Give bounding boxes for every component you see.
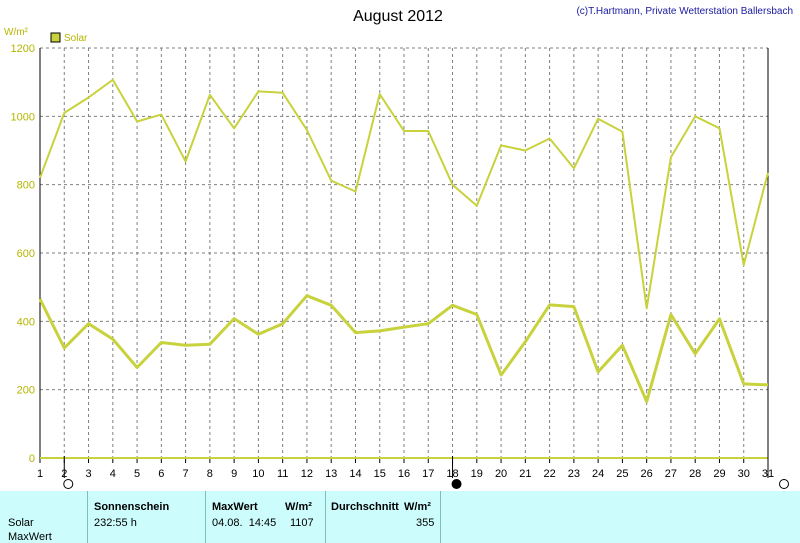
sunshine-header: Sonnenschein (94, 501, 170, 513)
x-tick-label: 8 (207, 468, 213, 480)
x-tick-label: 26 (641, 468, 653, 480)
x-tick-label: 29 (713, 468, 725, 480)
x-tick-label: 30 (738, 468, 750, 480)
solar-chart: August 2012 (c)T.Hartmann, Private Wette… (4, 6, 793, 489)
x-tick-label: 4 (110, 468, 116, 480)
row-label-maxwert: MaxWert (8, 531, 52, 543)
x-tick-label: 16 (398, 468, 410, 480)
y-tick-label: 1000 (11, 111, 35, 123)
y-tick-label: 600 (17, 248, 35, 260)
series-line-max (39, 78, 769, 310)
x-tick-label: 20 (495, 468, 507, 480)
row-label-solar: Solar (8, 517, 34, 529)
legend-label-solar: Solar (64, 33, 88, 44)
legend-swatch-solar (50, 32, 61, 43)
full-moon-icon (779, 479, 789, 489)
x-tick-label: 10 (252, 468, 264, 480)
x-tick-label: 25 (616, 468, 628, 480)
y-tick-label: 400 (17, 316, 35, 328)
x-tick-label: 12 (301, 468, 313, 480)
x-tick-label: 18 (446, 468, 458, 480)
x-tick-label: 15 (374, 468, 386, 480)
y-tick-label: 0 (29, 453, 35, 465)
stats-footer: Solar MaxWert Sonnenschein 232:55 h MaxW… (0, 491, 800, 543)
credit-text: (c)T.Hartmann, Private Wetterstation Bal… (576, 6, 793, 17)
x-tick-label: 23 (568, 468, 580, 480)
x-tick-label: 3 (85, 468, 91, 480)
full-moon-icon (63, 479, 74, 489)
maxwert-datetime: 04.08. 14:45 (212, 517, 277, 529)
x-tick-label: 2 (61, 468, 67, 480)
x-tick-label: 14 (349, 468, 361, 480)
chart-title: August 2012 (353, 8, 443, 25)
x-tick-label: 5 (134, 468, 140, 480)
maxwert-header: MaxWert (212, 501, 258, 513)
y-tick-label: 200 (17, 385, 35, 397)
x-tick-label: 6 (158, 468, 164, 480)
x-tick-label: 9 (231, 468, 237, 480)
x-tick-label: 31 (762, 468, 774, 480)
series-line-average (38, 294, 769, 404)
y-tick-label: 1200 (11, 43, 35, 55)
new-moon-icon (451, 479, 462, 489)
x-tick-label: 24 (592, 468, 604, 480)
x-tick-label: 19 (471, 468, 483, 480)
x-tick-label: 27 (665, 468, 677, 480)
x-tick-label: 17 (422, 468, 434, 480)
x-tick-label: 7 (183, 468, 189, 480)
average-value: 355 (416, 517, 435, 529)
sunshine-value: 232:55 h (94, 517, 137, 529)
x-tick-label: 28 (689, 468, 701, 480)
x-tick-label: 22 (543, 468, 555, 480)
y-axis-unit: W/m² (4, 27, 29, 38)
x-tick-label: 1 (37, 468, 43, 480)
average-unit: W/m² (404, 501, 431, 513)
x-tick-label: 21 (519, 468, 531, 480)
x-tick-label: 13 (325, 468, 337, 480)
y-tick-label: 800 (17, 180, 35, 192)
maxwert-value: 1107 (290, 517, 314, 529)
x-tick-label: 11 (277, 468, 288, 480)
maxwert-unit: W/m² (285, 501, 312, 513)
average-header: Durchschnitt (331, 501, 399, 513)
